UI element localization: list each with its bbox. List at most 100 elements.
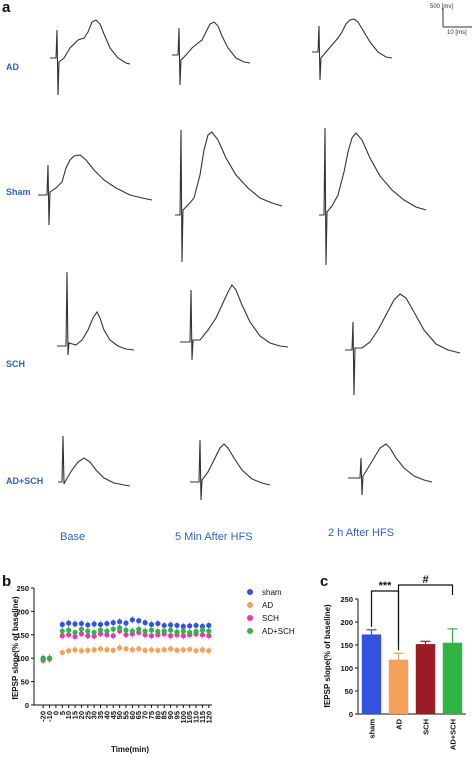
chart-b-point-sham [91, 621, 97, 627]
chart-b-x-tick-label: 50 [115, 711, 124, 719]
chart-b-point-ad [123, 646, 129, 652]
chart-b-legend: sham AD SCH AD+SCH [247, 588, 295, 636]
chart-b-point-sch [167, 633, 174, 639]
chart-b-point-ad [78, 648, 85, 654]
chart-b-point-sham [148, 621, 155, 628]
legend-marker-ad-sch [247, 628, 253, 634]
chart-b-point-ad [148, 647, 155, 653]
chart-b-point-ad-sch [40, 656, 46, 662]
chart-b-point-ad-sch [142, 628, 148, 634]
chart-b-point-ad-sch [148, 627, 155, 633]
trace-sham-5min [175, 129, 283, 263]
legend-label-sch: SCH [262, 614, 279, 623]
chart-b-point-sch [59, 633, 65, 639]
chart-b-point-sham [180, 623, 186, 629]
chart-b-x-tick-label: 100 [179, 711, 188, 724]
chart-b-y-tick-label: 50 [21, 678, 29, 687]
chart-b-point-ad [110, 647, 116, 653]
chart-b-point-sham [97, 621, 104, 628]
chart-b-point-ad [180, 647, 186, 653]
chart-b-point-sham [161, 622, 167, 629]
scale-bar-time: 10 [ms] [447, 30, 467, 36]
chart-b-point-ad [193, 648, 199, 654]
trace-ad-base [50, 19, 131, 96]
panel-letter-b: b [2, 573, 11, 590]
significance-label: *** [379, 580, 393, 592]
chart-b-point-sham [174, 622, 180, 629]
chart-b-point-ad-sch [110, 626, 116, 632]
chart-b-point-ad-sch [59, 628, 65, 634]
chart-c-y-tick-label: 100 [340, 664, 353, 673]
chart-b-x-tick-label: 110 [192, 711, 201, 723]
chart-b-y-tick-label: 100 [16, 654, 29, 663]
chart-b-x-tick-label: 25 [83, 711, 92, 719]
chart-b-point-sham [206, 622, 212, 629]
chart-b-point-sch [199, 632, 206, 638]
chart-b-point-ad-sch [104, 628, 110, 634]
chart-b-point-ad [72, 647, 78, 653]
chart-b-point-sham [104, 620, 110, 627]
chart-b-point-sham [155, 620, 161, 627]
chart-b-x-tick-label: 35 [96, 711, 105, 719]
chart-b-point-ad-sch [123, 627, 129, 633]
chart-b-point-ad-sch [174, 629, 180, 635]
chart-b-x-tick-label: 105 [185, 711, 194, 724]
condition-label-2h: 2 h After HFS [328, 527, 394, 539]
chart-b-x-tick-label: 70 [141, 711, 150, 719]
chart-b-point-ad-sch [46, 655, 53, 661]
chart-b-point-ad-sch [167, 627, 174, 633]
chart-b-point-ad-sch [136, 626, 142, 632]
legend-label-ad: AD [262, 601, 273, 610]
bar-sham [361, 634, 382, 714]
chart-b-y-tick-label: 200 [16, 607, 29, 616]
chart-b-x-label: Time(min) [111, 745, 149, 754]
trace-ad-sch-2h [348, 443, 433, 496]
chart-b-point-sham [78, 620, 85, 627]
chart-b-x-tick-label: 40 [102, 711, 111, 719]
chart-b-point-ad-sch [97, 627, 104, 633]
chart-c-bars [361, 628, 463, 714]
trace-row-ad-sch [58, 435, 433, 501]
trace-ad-5min [172, 21, 251, 86]
chart-b-point-ad [161, 647, 167, 653]
chart-b-y-ticks: 0 50 100 150 200 250 [16, 584, 34, 710]
chart-b-x-tick-label: 120 [204, 711, 213, 724]
panel-letter-a: a [2, 0, 11, 16]
chart-c-x-tick-label: sham [368, 719, 377, 739]
chart-b-x-tick-label: 0 [51, 711, 60, 715]
chart-b-x-tick-label: 65 [134, 711, 143, 719]
bar-sch [415, 644, 436, 714]
chart-b-point-ad [97, 646, 104, 652]
legend-marker-sch [247, 615, 253, 621]
chart-b-point-sch [110, 633, 116, 639]
legend-label-ad-sch: AD+SCH [262, 627, 295, 636]
chart-b-point-ad-sch [117, 625, 123, 631]
chart-b-x-tick-label: -10 [45, 711, 54, 722]
legend-marker-ad [247, 602, 253, 608]
chart-b-x-tick-label: 75 [147, 711, 156, 719]
bar-ad-sch [442, 642, 463, 714]
chart-b-y-tick-label: 0 [25, 701, 29, 710]
trace-sch-base [57, 271, 135, 356]
chart-b-point-ad [59, 649, 65, 656]
chart-c-significance: *** # [370, 574, 454, 651]
chart-b-point-ad-sch [155, 628, 161, 635]
chart-b-x-tick-label: 60 [128, 711, 137, 719]
chart-b-points [40, 615, 212, 665]
chart-b-x-tick-label: 55 [122, 711, 131, 719]
chart-b-point-sham [167, 622, 174, 628]
chart-b-point-ad-sch [180, 628, 186, 634]
chart-b-point-sham [66, 620, 72, 626]
trace-ad-2h [312, 18, 393, 81]
chart-b-point-sham [136, 618, 142, 624]
trace-row-ad [50, 18, 393, 96]
chart-b-point-ad-sch [199, 627, 206, 633]
chart-c-y-tick-label: 0 [349, 710, 353, 719]
chart-b-point-ad-sch [187, 629, 193, 636]
chart-c-y-tick-label: 250 [340, 595, 353, 604]
trace-sch-5min [180, 284, 289, 361]
scale-bar-voltage: 500 [mv] [430, 4, 453, 10]
chart-b-point-ad-sch [66, 627, 72, 633]
